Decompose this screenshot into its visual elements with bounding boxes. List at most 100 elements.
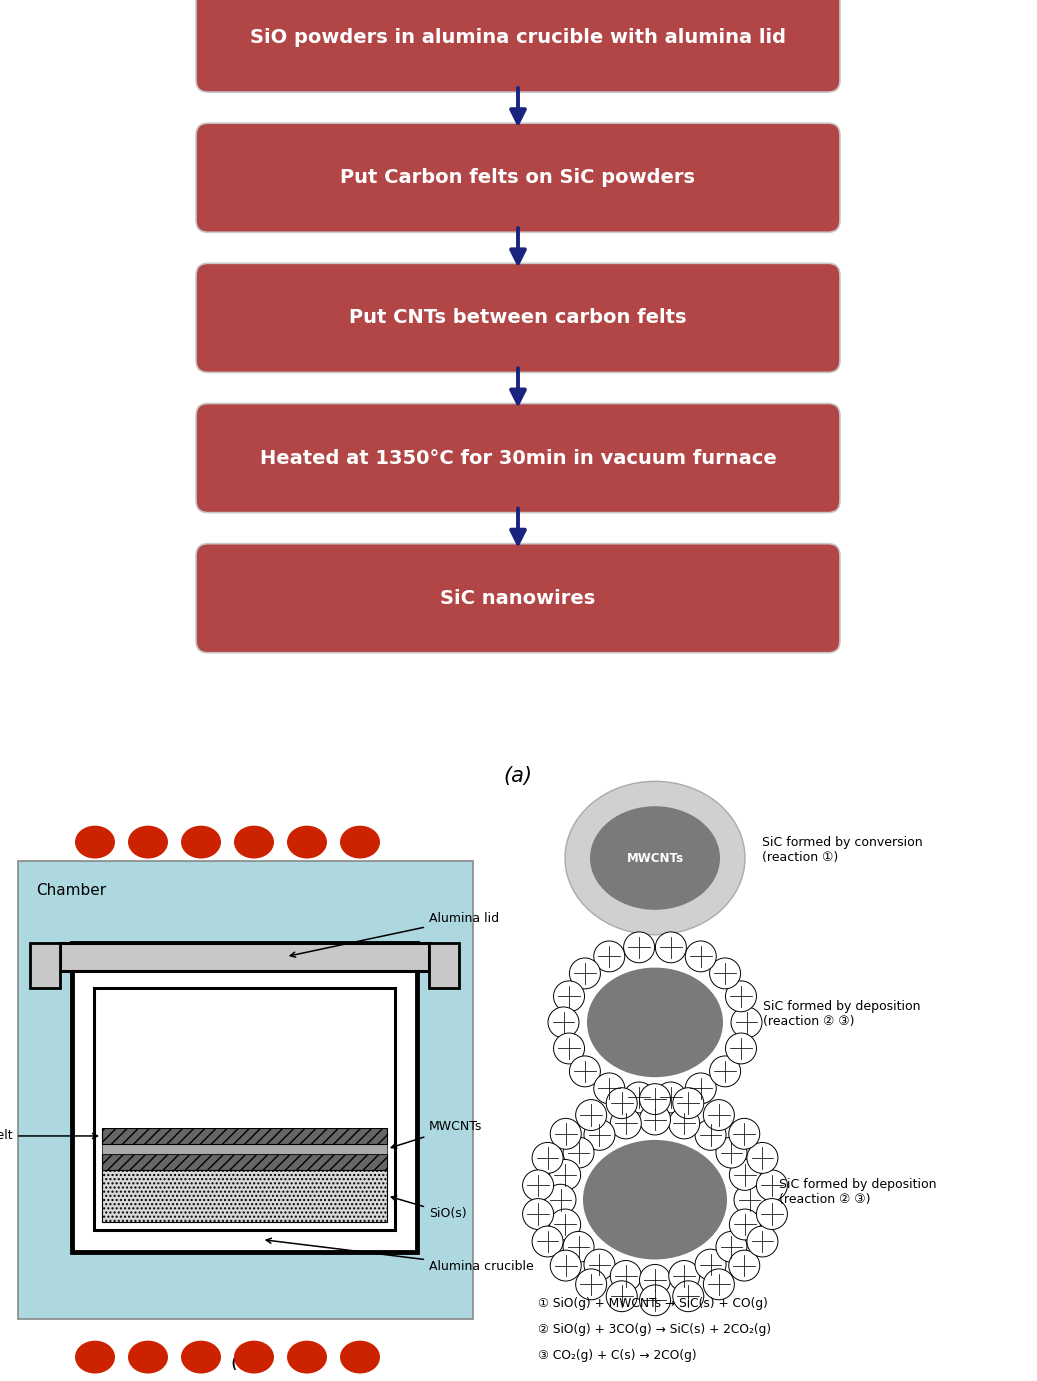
- Circle shape: [594, 940, 624, 972]
- Circle shape: [726, 1033, 756, 1063]
- Bar: [94, 987, 395, 1229]
- FancyBboxPatch shape: [196, 0, 840, 93]
- FancyBboxPatch shape: [196, 123, 840, 232]
- Circle shape: [640, 1265, 671, 1295]
- Circle shape: [731, 1007, 762, 1039]
- Circle shape: [726, 981, 756, 1012]
- Text: Heated at 1350°C for 30min in vacuum furnace: Heated at 1350°C for 30min in vacuum fur…: [259, 449, 777, 468]
- Bar: [102, 990, 387, 1128]
- Circle shape: [756, 1199, 787, 1229]
- Ellipse shape: [287, 826, 327, 859]
- Text: SiO(s): SiO(s): [391, 1196, 467, 1221]
- FancyBboxPatch shape: [196, 544, 840, 653]
- Bar: [102, 1155, 387, 1170]
- Circle shape: [569, 1056, 600, 1087]
- Bar: [72, 943, 417, 1251]
- Circle shape: [607, 1280, 637, 1312]
- Bar: [102, 1128, 387, 1143]
- Circle shape: [756, 1170, 787, 1201]
- Circle shape: [550, 1160, 581, 1190]
- Text: SiC formed by conversion
(reaction ①): SiC formed by conversion (reaction ①): [762, 836, 923, 865]
- Circle shape: [584, 1120, 615, 1150]
- Ellipse shape: [340, 826, 380, 859]
- Circle shape: [611, 1108, 641, 1139]
- Bar: [102, 1143, 387, 1155]
- Text: Alumina lid: Alumina lid: [290, 913, 499, 957]
- Circle shape: [729, 1119, 760, 1149]
- FancyBboxPatch shape: [196, 403, 840, 512]
- Ellipse shape: [181, 1341, 221, 1374]
- Circle shape: [545, 1185, 576, 1215]
- Ellipse shape: [590, 807, 720, 910]
- Bar: [18, 860, 473, 1319]
- Circle shape: [607, 1088, 637, 1119]
- Circle shape: [640, 1084, 671, 1114]
- Circle shape: [523, 1170, 554, 1201]
- Circle shape: [576, 1099, 607, 1131]
- Ellipse shape: [340, 1341, 380, 1374]
- Text: Chamber: Chamber: [36, 882, 106, 898]
- Text: ② SiO(g) + 3CO(g) → SiC(s) + 2CO₂(g): ② SiO(g) + 3CO(g) → SiC(s) + 2CO₂(g): [538, 1323, 772, 1335]
- Bar: [30, 943, 60, 987]
- Circle shape: [611, 1261, 641, 1291]
- Bar: [102, 1170, 387, 1222]
- Text: SiO powders in alumina crucible with alumina lid: SiO powders in alumina crucible with alu…: [250, 28, 786, 47]
- Circle shape: [729, 1250, 760, 1282]
- Circle shape: [623, 1081, 654, 1113]
- Ellipse shape: [181, 826, 221, 859]
- Circle shape: [747, 1142, 778, 1174]
- Circle shape: [640, 1103, 671, 1135]
- Circle shape: [716, 1232, 747, 1262]
- Circle shape: [569, 958, 600, 989]
- Circle shape: [673, 1280, 704, 1312]
- Circle shape: [532, 1226, 563, 1257]
- Text: (b): (b): [230, 1351, 259, 1371]
- Circle shape: [550, 1208, 581, 1240]
- Bar: [429, 943, 459, 987]
- Circle shape: [554, 981, 585, 1012]
- Text: Carbon felt: Carbon felt: [0, 1130, 97, 1142]
- Text: Put CNTs between carbon felts: Put CNTs between carbon felts: [349, 308, 686, 327]
- Text: Alumina crucible: Alumina crucible: [267, 1239, 534, 1273]
- Circle shape: [695, 1250, 726, 1280]
- Circle shape: [548, 1007, 579, 1039]
- Text: ① SiO(g) + MWCNTs → SiC(s) + CO(g): ① SiO(g) + MWCNTs → SiC(s) + CO(g): [538, 1297, 767, 1309]
- Bar: [60, 943, 429, 971]
- Circle shape: [695, 1120, 726, 1150]
- Ellipse shape: [234, 826, 274, 859]
- Ellipse shape: [587, 968, 723, 1077]
- Ellipse shape: [234, 1341, 274, 1374]
- Circle shape: [584, 1250, 615, 1280]
- Text: Put Carbon felts on SiC powders: Put Carbon felts on SiC powders: [340, 168, 696, 188]
- Circle shape: [729, 1208, 760, 1240]
- Circle shape: [734, 1185, 765, 1215]
- Circle shape: [640, 1284, 671, 1316]
- Circle shape: [685, 1073, 717, 1103]
- Ellipse shape: [583, 1139, 727, 1259]
- Ellipse shape: [128, 826, 168, 859]
- Circle shape: [747, 1226, 778, 1257]
- Circle shape: [576, 1269, 607, 1300]
- Circle shape: [623, 932, 654, 963]
- Ellipse shape: [287, 1341, 327, 1374]
- Circle shape: [716, 1137, 747, 1168]
- Circle shape: [703, 1099, 734, 1131]
- Text: SiC formed by deposition
(reaction ② ③): SiC formed by deposition (reaction ② ③): [779, 1178, 936, 1206]
- Circle shape: [729, 1160, 760, 1190]
- Circle shape: [673, 1088, 704, 1119]
- Circle shape: [655, 1081, 686, 1113]
- Circle shape: [669, 1261, 700, 1291]
- Circle shape: [709, 958, 740, 989]
- Circle shape: [532, 1142, 563, 1174]
- Text: (a): (a): [504, 766, 533, 786]
- Text: MWCNTs: MWCNTs: [391, 1120, 482, 1149]
- Circle shape: [685, 940, 717, 972]
- Ellipse shape: [565, 782, 745, 935]
- FancyBboxPatch shape: [196, 264, 840, 373]
- Circle shape: [551, 1119, 582, 1149]
- Ellipse shape: [128, 1341, 168, 1374]
- Circle shape: [703, 1269, 734, 1300]
- Circle shape: [594, 1073, 624, 1103]
- Text: MWCNTs: MWCNTs: [626, 852, 683, 865]
- Circle shape: [669, 1108, 700, 1139]
